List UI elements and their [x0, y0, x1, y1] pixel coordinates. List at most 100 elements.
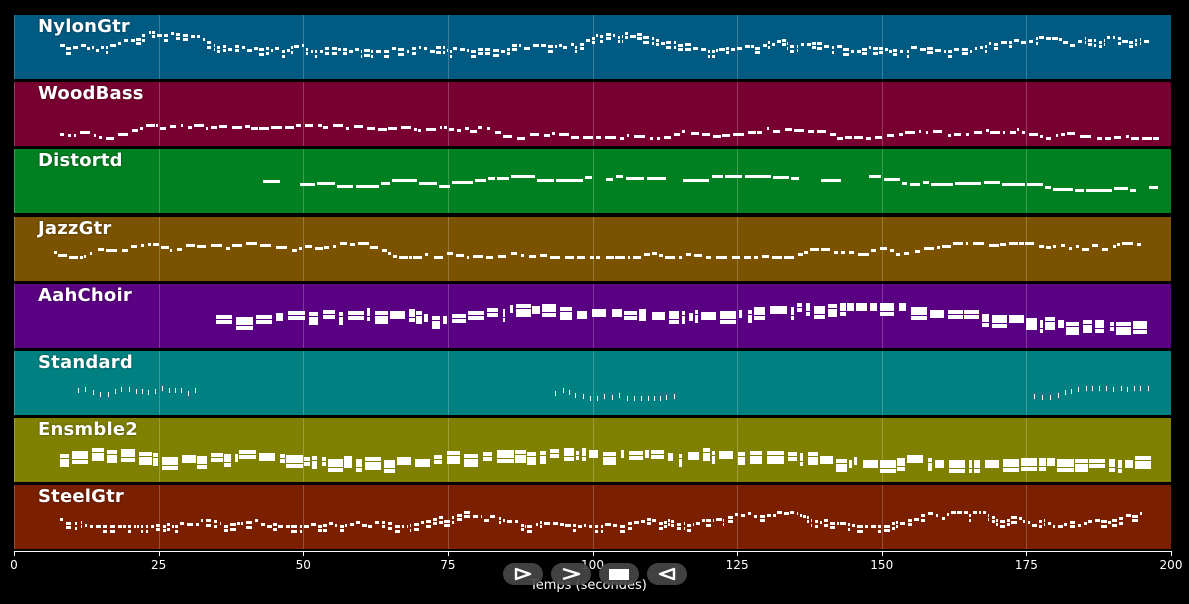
note	[954, 182, 982, 186]
note	[1114, 135, 1121, 139]
note	[188, 390, 190, 396]
note	[649, 136, 653, 140]
note	[106, 46, 109, 50]
note	[851, 524, 855, 528]
note	[858, 252, 870, 256]
note	[840, 307, 846, 312]
fast-forward-button[interactable]	[551, 563, 591, 585]
note	[767, 513, 771, 517]
note	[446, 49, 449, 53]
note	[265, 47, 269, 51]
play-button[interactable]	[503, 563, 543, 585]
rewind-button[interactable]	[647, 563, 687, 585]
note	[216, 45, 220, 49]
note	[897, 457, 905, 462]
note	[322, 126, 328, 129]
note	[870, 249, 876, 253]
gridline	[158, 283, 160, 348]
note	[681, 130, 686, 134]
note	[575, 45, 577, 49]
note	[206, 126, 209, 130]
note	[65, 526, 72, 530]
note	[837, 136, 843, 140]
note	[899, 302, 907, 307]
note	[1038, 466, 1046, 471]
track-label: NylonGtr	[38, 16, 131, 37]
note	[239, 450, 256, 455]
note	[288, 311, 305, 316]
note	[1027, 521, 1031, 525]
note	[79, 256, 83, 260]
note	[146, 525, 149, 529]
gridline	[1026, 283, 1028, 348]
note	[800, 514, 802, 518]
note	[850, 50, 854, 54]
note	[1082, 320, 1092, 325]
x-tick	[1171, 551, 1172, 556]
note	[109, 529, 116, 533]
note	[651, 37, 655, 41]
note	[1043, 518, 1046, 522]
note	[322, 524, 328, 528]
note	[692, 523, 694, 527]
note	[1057, 525, 1063, 529]
note	[375, 320, 388, 325]
note	[927, 51, 933, 55]
note	[1057, 467, 1074, 472]
note	[1096, 136, 1103, 140]
note	[356, 467, 362, 472]
note	[640, 395, 642, 401]
note	[106, 136, 115, 140]
note	[963, 314, 979, 319]
note	[1022, 131, 1026, 135]
stop-button[interactable]	[599, 563, 639, 585]
note	[739, 314, 743, 319]
note	[1137, 243, 1141, 247]
note	[1039, 324, 1044, 329]
note	[595, 136, 601, 140]
gridline	[303, 418, 305, 483]
note	[1104, 136, 1111, 140]
note	[502, 308, 506, 313]
note	[180, 123, 184, 127]
note	[918, 129, 921, 133]
note	[658, 253, 663, 257]
note	[197, 464, 208, 469]
note	[1139, 37, 1142, 41]
note	[527, 456, 537, 461]
note	[754, 311, 765, 316]
gridline	[592, 149, 594, 214]
rewind-icon	[658, 567, 676, 581]
note	[236, 325, 254, 330]
note	[436, 50, 442, 54]
note	[322, 314, 335, 319]
note	[1112, 36, 1116, 40]
note	[1139, 41, 1142, 45]
note	[432, 522, 438, 526]
note	[589, 454, 599, 459]
note	[840, 302, 846, 307]
note	[515, 304, 531, 309]
note	[596, 256, 600, 260]
note	[442, 320, 448, 325]
track-nylongtr: NylonGtr	[14, 15, 1171, 79]
note	[1035, 37, 1039, 41]
note	[1089, 463, 1105, 468]
note	[57, 254, 68, 258]
note	[772, 176, 790, 180]
note	[948, 464, 966, 469]
gridline	[303, 485, 305, 550]
note	[515, 454, 526, 459]
note	[590, 256, 595, 260]
note	[224, 524, 229, 528]
note	[98, 135, 103, 139]
note	[866, 136, 872, 140]
note	[701, 518, 706, 522]
note	[1112, 523, 1118, 527]
note	[899, 50, 904, 54]
note	[617, 40, 620, 44]
note	[768, 45, 770, 49]
note	[281, 54, 286, 58]
note	[1115, 326, 1131, 331]
note	[310, 50, 314, 54]
